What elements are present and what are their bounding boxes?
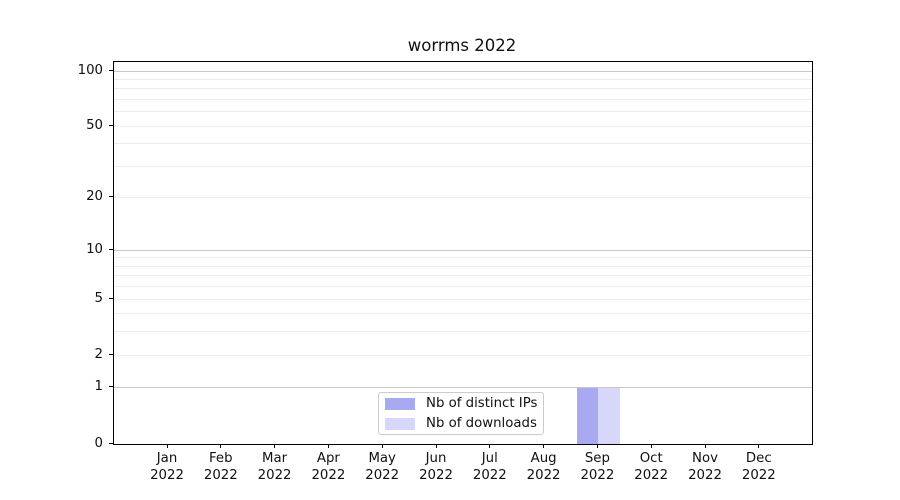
- gridline-y-60: [114, 111, 812, 113]
- gridline-y-5: [114, 298, 812, 300]
- gridline-y-3: [114, 331, 812, 333]
- gridline-y-50: [114, 125, 812, 127]
- x-tick-label-mar-2022: Mar 2022: [257, 451, 292, 483]
- gridline-y-70: [114, 99, 812, 101]
- x-tick-mark-9: [596, 444, 598, 448]
- x-tick-label-aug-2022: Aug 2022: [526, 451, 561, 483]
- y-tick-mark-0: [109, 442, 113, 444]
- y-tick-label-0: 0: [94, 435, 103, 451]
- y-tick-mark-2: [109, 353, 113, 355]
- gridline-y-80: [114, 88, 812, 90]
- legend: Nb of distinct IPs Nb of downloads: [378, 392, 544, 435]
- x-tick-label-sep-2022: Sep 2022: [580, 451, 615, 483]
- gridline-y-2: [114, 354, 812, 356]
- gridline-y-7: [114, 275, 812, 277]
- x-tick-label-nov-2022: Nov 2022: [688, 451, 722, 483]
- y-tick-label-100: 100: [77, 62, 103, 78]
- y-tick-mark-50: [109, 124, 113, 126]
- x-tick-label-jul-2022: Jul 2022: [472, 451, 507, 483]
- x-tick-mark-5: [381, 444, 383, 448]
- gridline-y-8: [114, 265, 812, 267]
- x-tick-mark-3: [274, 444, 276, 448]
- x-tick-label-may-2022: May 2022: [365, 451, 400, 483]
- x-tick-label-apr-2022: Apr 2022: [311, 451, 346, 483]
- gridline-y-40: [114, 143, 812, 145]
- bar-distinct-ips-sep-2022: [576, 387, 599, 444]
- gridline-y-9: [114, 257, 812, 259]
- y-tick-label-5: 5: [94, 290, 103, 306]
- x-tick-mark-6: [435, 444, 437, 448]
- bar-downloads-sep-2022: [598, 387, 620, 444]
- gridline-y-20: [114, 197, 812, 199]
- x-tick-label-jun-2022: Jun 2022: [419, 451, 453, 483]
- x-tick-mark-10: [650, 444, 652, 448]
- x-tick-label-jan-2022: Jan 2022: [150, 451, 184, 483]
- x-tick-mark-12: [758, 444, 760, 448]
- x-tick-mark-2: [220, 444, 222, 448]
- legend-label-distinct-ips: Nb of distinct IPs: [426, 396, 538, 411]
- x-tick-mark-1: [166, 444, 168, 448]
- y-tick-label-2: 2: [94, 346, 103, 362]
- y-tick-mark-20: [109, 196, 113, 198]
- gridline-y-4: [114, 313, 812, 315]
- legend-label-downloads: Nb of downloads: [426, 416, 537, 431]
- y-tick-label-50: 50: [86, 117, 103, 133]
- gridline-y-1: [114, 387, 812, 389]
- y-tick-mark-10: [109, 248, 113, 250]
- y-tick-label-20: 20: [86, 189, 103, 205]
- legend-swatch-downloads: [385, 417, 415, 430]
- x-tick-label-feb-2022: Feb 2022: [203, 451, 238, 483]
- gridline-y-10: [114, 249, 812, 251]
- y-tick-mark-1: [109, 386, 113, 388]
- gridline-y-30: [114, 166, 812, 167]
- x-tick-mark-11: [704, 444, 706, 448]
- legend-item-downloads: Nb of downloads: [385, 416, 537, 432]
- x-tick-label-dec-2022: Dec 2022: [741, 451, 776, 483]
- x-tick-mark-7: [489, 444, 491, 448]
- y-tick-label-1: 1: [94, 379, 103, 395]
- y-tick-mark-5: [109, 297, 113, 299]
- x-tick-label-oct-2022: Oct 2022: [634, 451, 669, 483]
- gridline-y-100: [114, 70, 812, 72]
- y-tick-mark-100: [109, 69, 113, 71]
- y-tick-label-10: 10: [86, 241, 103, 257]
- chart-title: worrms 2022: [407, 36, 517, 55]
- gridline-y-6: [114, 286, 812, 288]
- gridline-y-90: [114, 78, 812, 80]
- legend-swatch-distinct-ips: [385, 397, 415, 410]
- x-tick-mark-4: [327, 444, 329, 448]
- x-tick-mark-8: [543, 444, 545, 448]
- legend-item-distinct-ips: Nb of distinct IPs: [385, 396, 537, 412]
- plot-area: [113, 61, 813, 445]
